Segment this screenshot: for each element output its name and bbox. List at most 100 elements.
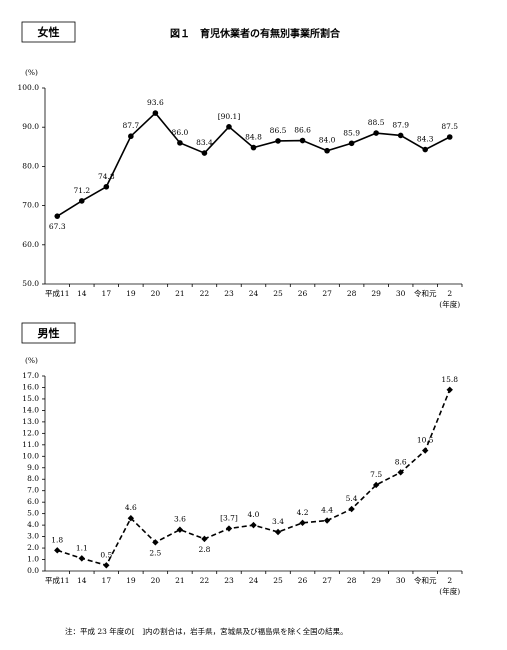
marker — [103, 183, 110, 190]
marker — [226, 124, 232, 130]
marker — [446, 386, 453, 393]
marker — [152, 110, 159, 116]
x-tick-label: 20 — [151, 289, 161, 298]
marker — [176, 526, 184, 533]
y-tick-label: 14.0 — [22, 405, 39, 414]
marker — [446, 134, 453, 140]
data-label: 87.5 — [441, 122, 458, 131]
x-tick-label: 24 — [249, 289, 259, 298]
x-tick-label: 24 — [249, 576, 259, 585]
y-tick-label: 80.0 — [22, 161, 39, 170]
marker — [128, 133, 134, 140]
data-label: 7.5 — [370, 470, 382, 479]
x-tick-label: 22 — [200, 289, 210, 298]
data-label: 10.5 — [417, 436, 434, 445]
x-tick-label: 25 — [273, 289, 283, 298]
y-tick-label: 2.0 — [27, 543, 39, 552]
marker — [250, 144, 257, 151]
x-tick-label: 2 — [447, 289, 452, 298]
y-tick-label: 4.0 — [27, 520, 39, 529]
data-label: [3.7] — [220, 514, 238, 523]
marker — [78, 555, 85, 562]
x-tick-label: 19 — [126, 289, 136, 298]
x-tick-label: 平成11 — [45, 575, 70, 585]
x-tick-label: 29 — [371, 289, 381, 298]
x-tick-label: 21 — [175, 576, 185, 585]
data-label: 1.1 — [76, 543, 88, 552]
x-tick-label: 令和元 — [414, 575, 437, 585]
y-tick-label: 7.0 — [27, 486, 39, 495]
y-tick-label: 17.0 — [22, 371, 39, 380]
marker — [103, 562, 110, 569]
data-label: 15.8 — [441, 375, 458, 384]
data-label: [90.1] — [218, 112, 241, 121]
x-tick-label: 19 — [126, 576, 136, 585]
data-label: 1.8 — [51, 535, 63, 544]
marker — [373, 130, 379, 136]
data-label: 4.2 — [297, 508, 309, 517]
data-label: 3.4 — [272, 517, 284, 526]
x-tick-label: 17 — [102, 576, 112, 585]
data-label: 83.4 — [196, 138, 213, 147]
x-tick-label: 27 — [322, 289, 332, 298]
marker — [397, 469, 404, 476]
x-tick-label: 29 — [371, 576, 381, 585]
data-label: 93.6 — [147, 98, 164, 107]
x-tick-label: 28 — [347, 576, 357, 585]
marker — [127, 515, 135, 522]
data-label: 86.0 — [172, 128, 189, 137]
data-label: 87.7 — [123, 121, 140, 130]
marker — [201, 535, 208, 543]
x-tick-label: 23 — [224, 289, 234, 298]
x-tick-label: 令和元 — [414, 288, 437, 298]
data-label: 8.6 — [395, 457, 407, 466]
y-tick-label: 12.0 — [22, 428, 39, 437]
x-tick-label: 25 — [273, 576, 283, 585]
marker — [152, 539, 159, 546]
data-label: 87.9 — [392, 120, 409, 129]
marker — [397, 132, 404, 139]
x-tick-label: 21 — [175, 289, 185, 298]
data-label: 4.4 — [321, 506, 333, 515]
x-tick-label: 17 — [102, 289, 112, 298]
marker — [299, 137, 306, 144]
marker — [422, 447, 429, 454]
x-tick-label: 28 — [347, 289, 357, 298]
y-tick-label: 0.0 — [27, 566, 39, 575]
page-title: 図１ 育児休業者の有無別事業所割合 — [170, 27, 341, 40]
marker — [250, 521, 257, 529]
y-tick-label: 11.0 — [22, 440, 39, 449]
x-tick-label: 30 — [396, 289, 406, 298]
marker — [422, 146, 429, 153]
marker — [275, 138, 281, 144]
x-tick-label: 2 — [447, 576, 452, 585]
marker — [201, 150, 208, 156]
x-tick-label: 26 — [298, 576, 308, 585]
y-tick-label: 5.0 — [27, 509, 39, 518]
marker — [225, 525, 233, 532]
y-tick-label: 100.0 — [18, 83, 40, 92]
data-label: 84.8 — [245, 133, 262, 142]
x-unit: (年度) — [439, 299, 460, 309]
y-tick-label: 10.0 — [22, 451, 39, 460]
data-label: 84.3 — [417, 135, 434, 144]
x-tick-label: 23 — [224, 576, 234, 585]
marker — [54, 213, 61, 219]
x-tick-label: 30 — [396, 576, 406, 585]
x-tick-label: 26 — [298, 289, 308, 298]
data-label: 2.8 — [198, 545, 210, 554]
marker — [177, 140, 183, 146]
data-label: 86.6 — [294, 126, 311, 135]
y-tick-label: 60.0 — [22, 240, 39, 249]
chart-label: 男性 — [38, 326, 60, 340]
y-tick-label: 6.0 — [27, 497, 39, 506]
label-box — [21, 21, 76, 43]
data-label: 86.5 — [270, 126, 287, 135]
y-tick-label: 1.0 — [27, 555, 39, 564]
data-label: 5.4 — [346, 494, 358, 503]
marker — [323, 517, 331, 524]
marker — [324, 147, 330, 154]
data-label: 88.5 — [368, 118, 385, 127]
y-tick-label: 90.0 — [22, 122, 39, 131]
